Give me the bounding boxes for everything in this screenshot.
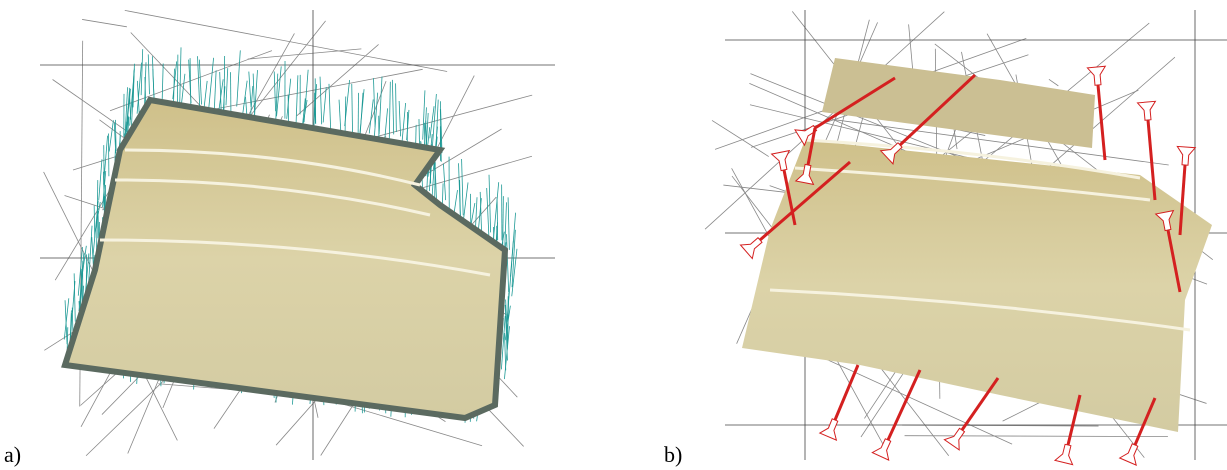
normal [463,182,468,222]
wire-line [712,120,769,156]
camera [820,419,838,440]
wire-line [1049,79,1058,86]
camera [1177,146,1195,165]
panel-b: b) [664,10,1227,467]
normal [226,68,228,105]
normal [97,180,98,238]
normal [320,77,322,125]
camera [1055,444,1073,464]
normal [180,47,181,103]
panel-a: a) [4,10,555,467]
normal [148,54,149,94]
normal [254,70,257,121]
normal [396,83,397,132]
normal [462,159,464,215]
wire-line [82,19,127,26]
normal [296,75,298,129]
normal [94,206,95,238]
normal [399,101,400,136]
panel-label: b) [664,442,682,467]
wire-line [905,436,1168,437]
normal [74,273,75,321]
normal [141,49,143,95]
wire-line [248,49,362,59]
normal [379,77,382,135]
camera [1138,101,1156,120]
normal [352,84,353,138]
camera [772,151,790,171]
normal [487,188,489,236]
normal [249,72,251,107]
stone-model [822,58,1095,148]
normal [173,69,174,106]
normal [237,50,241,106]
wire-line [125,10,447,71]
normal [99,159,102,200]
normal [460,180,461,220]
ray [888,370,920,440]
normal [339,100,341,134]
normal [181,74,185,106]
normal [385,108,388,141]
normal [402,103,406,144]
normal [109,120,113,151]
camera [741,238,763,259]
normal [152,56,154,98]
normal [65,300,67,344]
panel-label: a) [4,442,21,467]
camera [1120,444,1138,465]
stone-model [65,100,505,418]
normal [209,58,214,109]
figure: a) b) [0,0,1227,470]
normal [508,197,509,250]
camera [1087,66,1105,85]
normal [274,71,275,111]
ray [1098,85,1105,160]
normal [389,82,390,139]
camera [944,428,964,450]
normal [329,84,331,132]
normal [373,78,375,127]
normal [392,80,393,134]
normal [314,93,315,127]
